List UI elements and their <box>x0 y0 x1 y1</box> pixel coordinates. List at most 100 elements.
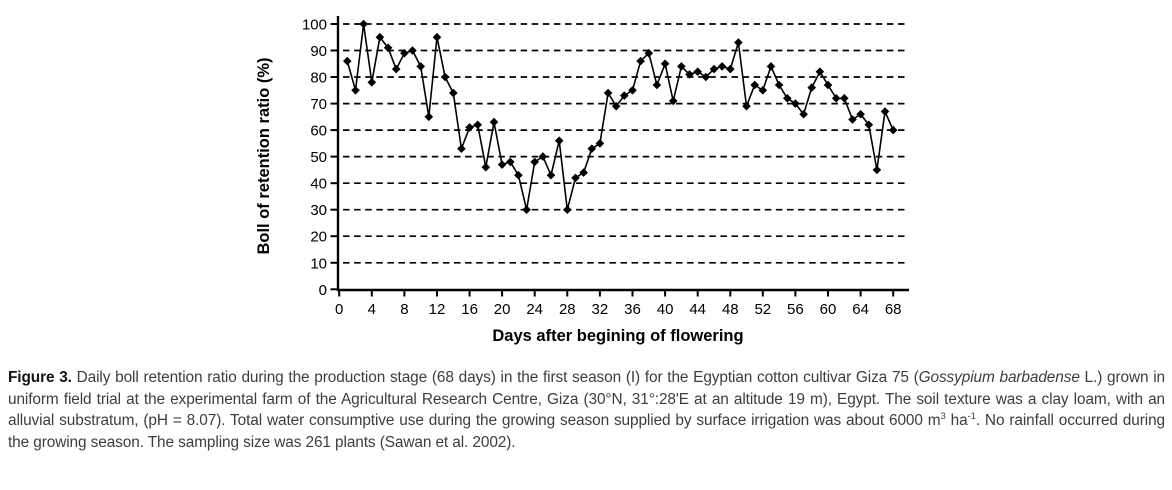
data-point-marker <box>726 64 735 74</box>
data-point-marker <box>872 165 882 175</box>
data-point-marker <box>538 152 548 161</box>
gridlines-layer <box>343 23 908 264</box>
data-point-marker <box>603 88 613 98</box>
y-tick-labels: 0 10 20 30 40 50 60 70 80 90 100 <box>302 17 327 299</box>
data-point-marker <box>742 101 751 111</box>
x-tick-label: 60 <box>820 301 837 318</box>
data-point-marker <box>497 160 507 169</box>
data-point-marker <box>595 139 605 148</box>
data-point-marker <box>783 94 792 103</box>
data-point-marker <box>473 120 482 130</box>
caption-italic-text: Gossypium barbadense <box>918 369 1080 386</box>
caption-text: . No rainfall occurred during the growin… <box>8 412 1165 451</box>
data-point-marker <box>856 109 865 119</box>
data-point-marker <box>758 86 768 95</box>
data-point-marker <box>620 91 629 100</box>
axes-layer <box>330 16 909 297</box>
data-point-marker <box>644 48 654 58</box>
data-point-marker <box>359 19 368 29</box>
x-tick-label: 4 <box>368 301 376 318</box>
caption-text: Daily boll retention ratio during the pr… <box>71 369 919 386</box>
data-point-marker <box>457 144 466 153</box>
figure-caption: Figure 3. Daily boll retention ratio dur… <box>8 367 1165 453</box>
data-point-marker <box>709 64 719 74</box>
data-point-marker <box>343 56 352 66</box>
data-point-marker <box>481 162 491 172</box>
x-tick-label: 64 <box>852 301 869 318</box>
data-point-marker <box>611 101 621 111</box>
data-point-marker <box>416 62 425 71</box>
x-tick-label: 0 <box>335 301 343 318</box>
data-point-marker <box>660 59 670 69</box>
data-point-marker <box>815 67 825 76</box>
x-tick-label: 56 <box>787 301 804 318</box>
data-point-marker <box>888 125 898 135</box>
x-tick-labels: 0 4 8 12 16 20 24 28 32 36 40 44 48 52 56 60 64 68 <box>335 301 902 318</box>
x-tick-label: 36 <box>624 301 641 318</box>
data-point-marker <box>840 94 849 103</box>
data-point-marker <box>375 32 385 42</box>
data-point-marker <box>424 112 434 122</box>
data-point-marker <box>367 78 377 87</box>
y-tick-label: 30 <box>310 202 327 219</box>
caption-bold-text: Figure 3. <box>8 369 72 386</box>
y-tick-label: 20 <box>310 229 327 246</box>
data-point-marker <box>701 72 711 82</box>
data-point-marker <box>848 115 857 124</box>
data-point-marker <box>766 62 776 71</box>
data-point-marker <box>636 56 645 66</box>
data-point-marker <box>391 64 401 74</box>
y-tick-label: 80 <box>310 70 327 87</box>
caption-superscript: -1 <box>967 411 976 423</box>
x-tick-label: 16 <box>461 301 478 318</box>
data-point-marker <box>530 157 539 167</box>
data-point-marker <box>522 205 531 214</box>
data-point-marker <box>514 170 523 180</box>
x-tick-label: 8 <box>400 301 408 318</box>
data-point-marker <box>717 62 727 71</box>
data-point-marker <box>880 107 890 116</box>
data-point-marker <box>807 83 816 92</box>
x-tick-label: 44 <box>689 301 706 318</box>
retention-ratio-chart: 0 10 20 30 40 50 60 70 80 90 100 0 4 8 12 16 20 24 28 32 36… <box>255 16 909 345</box>
series-layer <box>343 19 898 214</box>
x-tick-label: 68 <box>885 301 902 318</box>
data-point-marker <box>400 48 409 58</box>
caption-text: ha <box>945 412 968 430</box>
data-point-marker <box>449 88 458 98</box>
data-point-marker <box>831 94 841 103</box>
data-point-marker <box>668 96 678 106</box>
data-point-marker <box>734 38 743 47</box>
data-point-marker <box>774 80 784 90</box>
axis-lines <box>336 16 909 292</box>
x-tick-label: 40 <box>657 301 674 318</box>
x-tick-label: 52 <box>754 301 771 318</box>
data-point-marker <box>652 80 662 90</box>
x-axis-title: Days after begining of flowering <box>492 327 743 345</box>
y-tick-label: 40 <box>310 176 327 193</box>
data-point-marker <box>579 168 588 177</box>
data-point-marker <box>465 123 474 132</box>
data-point-marker <box>383 43 393 53</box>
data-point-marker <box>554 136 564 145</box>
y-tick-label: 60 <box>310 123 327 140</box>
y-tick-label: 50 <box>310 149 327 166</box>
data-point-marker <box>571 173 580 183</box>
data-point-marker <box>799 109 808 119</box>
data-point-marker <box>864 120 874 130</box>
data-point-marker <box>587 144 597 153</box>
data-point-marker <box>432 32 442 42</box>
data-point-marker <box>408 46 417 55</box>
x-tick-label: 32 <box>592 301 609 318</box>
data-point-marker <box>628 86 637 95</box>
y-tick-label: 70 <box>310 96 327 113</box>
data-point-marker <box>750 80 759 90</box>
x-tick-label: 12 <box>429 301 446 318</box>
data-point-marker <box>506 157 515 167</box>
data-point-marker <box>791 99 800 108</box>
data-point-marker <box>489 117 499 127</box>
data-point-marker <box>440 72 450 82</box>
data-point-marker <box>823 80 833 90</box>
x-tick-label: 28 <box>559 301 576 318</box>
